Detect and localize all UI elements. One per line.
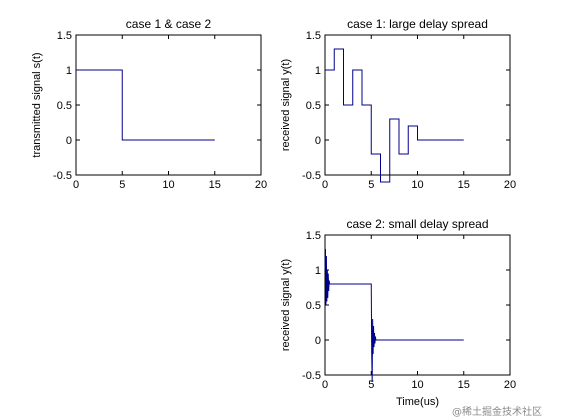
y-tick-label: 0.5 (306, 100, 321, 112)
chart-title: case 1: large delay spread (347, 17, 488, 31)
y-tick-label: 1.5 (57, 30, 72, 42)
plot-frame (75, 34, 262, 176)
plot-frame (324, 234, 511, 376)
y-tick-label: 1 (66, 65, 72, 77)
y-axis-label: transmitted signal s(t) (31, 52, 43, 157)
x-tick-label: 20 (504, 379, 516, 391)
chart-title: case 2: small delay spread (346, 217, 488, 231)
y-tick-label: 1 (315, 65, 321, 77)
x-tick-label: 0 (73, 179, 79, 191)
x-tick-label: 15 (209, 179, 221, 191)
chart-title: case 1 & case 2 (126, 17, 212, 31)
y-tick-label: 0 (315, 135, 321, 147)
y-tick-label: 0.5 (57, 100, 72, 112)
x-tick-label: 5 (368, 379, 374, 391)
x-tick-label: 5 (368, 179, 374, 191)
x-tick-label: 20 (255, 179, 267, 191)
y-tick-label: 1.5 (306, 230, 321, 242)
y-axis-label: received signal y(t) (280, 259, 292, 351)
y-tick-label: -0.5 (302, 170, 321, 182)
y-tick-label: 0.5 (306, 300, 321, 312)
y-tick-label: 0 (315, 335, 321, 347)
y-tick-label: -0.5 (53, 170, 72, 182)
series-line (325, 48, 464, 183)
series-line (76, 69, 215, 141)
x-tick-label: 10 (162, 179, 174, 191)
x-tick-label: 0 (322, 179, 328, 191)
y-tick-label: -0.5 (302, 370, 321, 382)
y-tick-label: 1.5 (306, 30, 321, 42)
x-tick-label: 20 (504, 179, 516, 191)
x-tick-label: 10 (411, 379, 423, 391)
y-tick-label: 1 (315, 265, 321, 277)
y-axis-label: received signal y(t) (280, 59, 292, 151)
x-tick-label: 15 (458, 179, 470, 191)
x-tick-label: 10 (411, 179, 423, 191)
x-tick-label: 5 (119, 179, 125, 191)
x-tick-label: 0 (322, 379, 328, 391)
x-tick-label: 15 (458, 379, 470, 391)
x-axis-label: Time(us) (396, 396, 439, 408)
y-tick-label: 0 (66, 135, 72, 147)
series-line (324, 248, 464, 383)
watermark: @稀土掘金技术社区 (452, 407, 542, 418)
